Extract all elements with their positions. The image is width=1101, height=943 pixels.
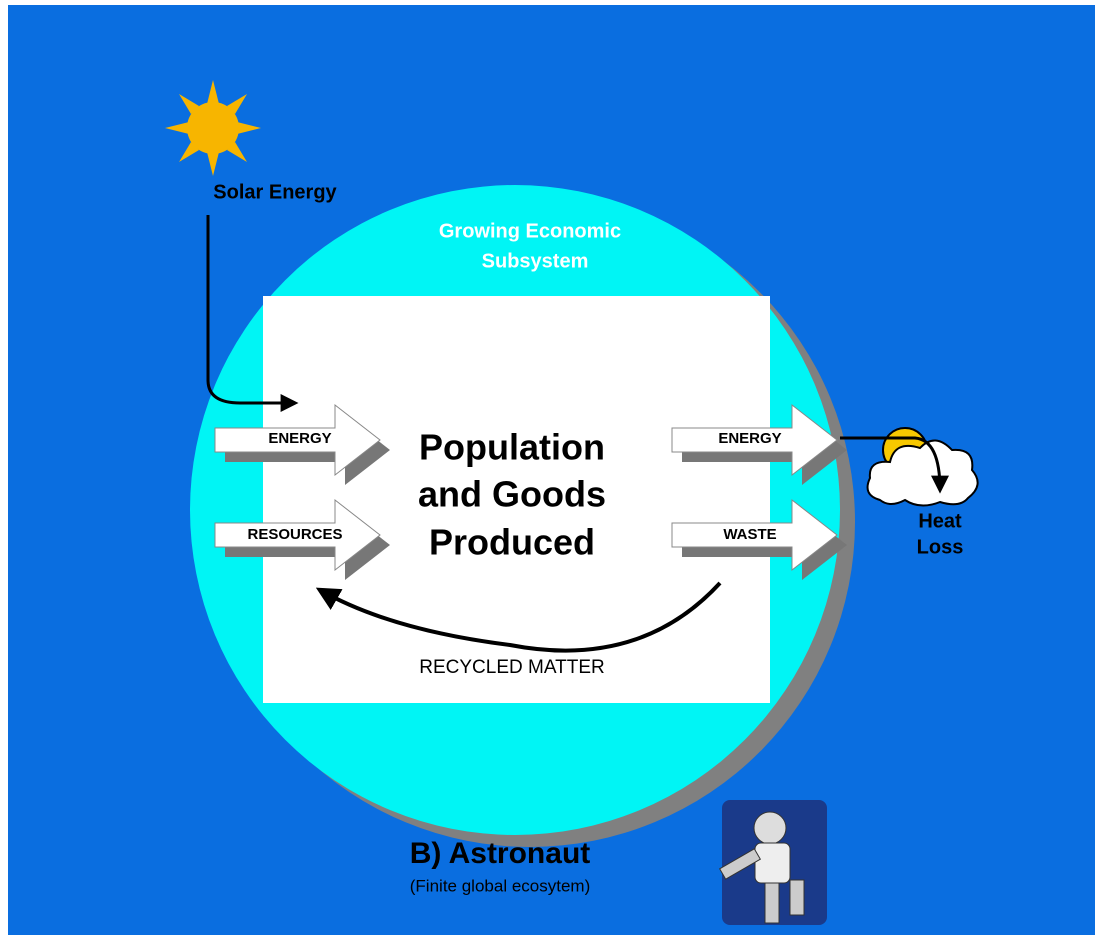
block-arrows [214,403,847,580]
heat-label: Heat [918,510,962,532]
input-label: ENERGY [268,430,331,447]
caption-subtitle: (Finite global ecosytem) [410,876,590,895]
heat-label: Loss [917,536,964,558]
subsystem-label: Growing Economic [439,220,621,242]
solar-arrow [206,215,299,412]
subsystem-label: Subsystem [482,250,589,272]
solar-label: Solar Energy [213,181,337,203]
caption-title: B) Astronaut [410,837,591,870]
input-label: RESOURCES [247,526,342,543]
recycle-label: RECYCLED MATTER [419,657,604,678]
sun-icon [165,80,261,176]
heat-arrow [840,436,949,494]
center-label: Produced [429,522,595,563]
center-label: Population [419,427,605,468]
economy-box [263,296,770,703]
astronaut-icon [718,800,827,925]
recycle-arrow [315,581,722,653]
center-label: and Goods [418,474,606,515]
output-label: WASTE [723,526,776,543]
output-label: ENERGY [718,430,781,447]
